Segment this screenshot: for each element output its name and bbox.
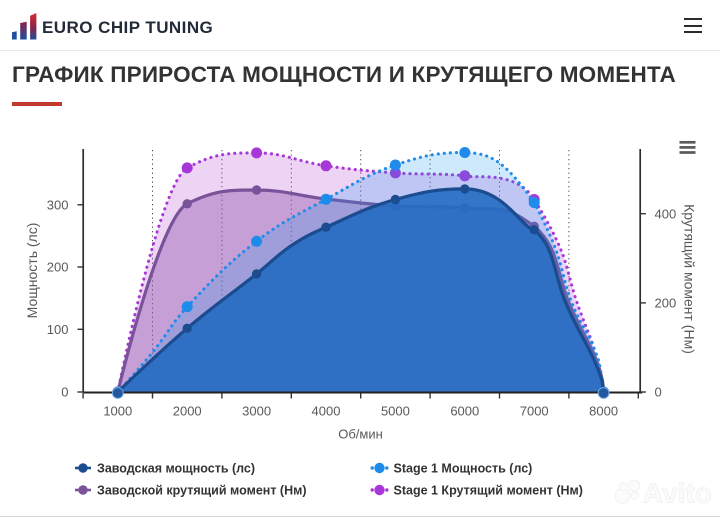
svg-text:100: 100 <box>47 322 69 337</box>
svg-text:Stage 1 Мощность (лс): Stage 1 Мощность (лс) <box>394 462 533 476</box>
svg-text:8000: 8000 <box>589 404 618 419</box>
svg-text:Крутящий момент (Нм): Крутящий момент (Нм) <box>682 204 698 354</box>
svg-text:Заводской крутящий момент (Нм): Заводской крутящий момент (Нм) <box>97 484 307 498</box>
svg-text:200: 200 <box>47 260 69 275</box>
svg-text:400: 400 <box>655 206 677 221</box>
svg-text:Об/мин: Об/мин <box>338 427 383 442</box>
svg-text:Мощность (лс): Мощность (лс) <box>24 223 40 319</box>
svg-text:2000: 2000 <box>173 404 202 419</box>
svg-text:Avito: Avito <box>643 478 712 509</box>
svg-text:Заводская мощность (лс): Заводская мощность (лс) <box>97 462 255 476</box>
svg-text:Stage 1 Крутящий момент (Нм): Stage 1 Крутящий момент (Нм) <box>394 484 583 498</box>
svg-text:300: 300 <box>47 198 69 213</box>
svg-text:3000: 3000 <box>242 404 271 419</box>
svg-text:5000: 5000 <box>381 404 410 419</box>
svg-text:200: 200 <box>655 296 677 311</box>
svg-text:6000: 6000 <box>450 404 479 419</box>
svg-text:0: 0 <box>655 385 662 400</box>
svg-text:1000: 1000 <box>103 404 132 419</box>
svg-text:4000: 4000 <box>312 404 341 419</box>
svg-text:7000: 7000 <box>520 404 549 419</box>
svg-text:0: 0 <box>61 385 68 400</box>
